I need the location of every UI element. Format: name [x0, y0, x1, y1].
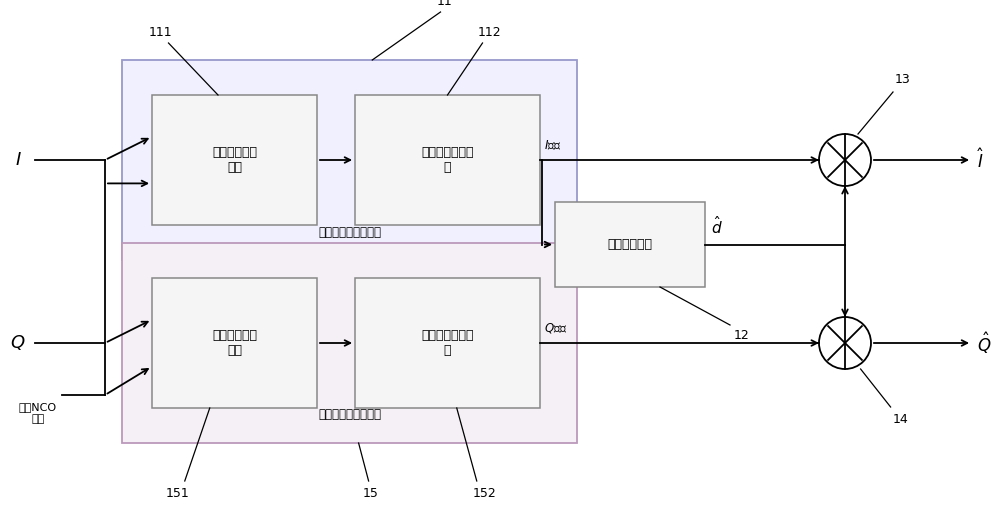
Text: 112: 112 [478, 26, 501, 39]
Text: 152: 152 [473, 487, 497, 500]
Bar [122, 60, 577, 260]
Bar [355, 278, 540, 408]
Text: $\hat{Q}$: $\hat{Q}$ [977, 330, 991, 356]
Text: 第一相位旋转
模块: 第一相位旋转 模块 [212, 146, 257, 174]
Text: $I$: $I$ [15, 151, 21, 169]
Text: $Q$: $Q$ [10, 334, 26, 352]
Text: 第二相位旋转
模块: 第二相位旋转 模块 [212, 329, 257, 357]
Text: 151: 151 [166, 487, 190, 500]
Text: $\hat{d}$: $\hat{d}$ [711, 215, 723, 236]
Text: 本地NCO
输出: 本地NCO 输出 [19, 402, 57, 424]
Text: 正交支路预处理模块: 正交支路预处理模块 [318, 408, 381, 421]
Bar [122, 243, 577, 443]
Bar [355, 95, 540, 225]
Text: 12: 12 [734, 329, 750, 342]
Text: 15: 15 [363, 487, 379, 500]
Bar [555, 202, 705, 287]
Text: $Q$跟踪: $Q$跟踪 [544, 321, 567, 335]
Text: 同向支路预处理模块: 同向支路预处理模块 [318, 226, 381, 238]
Text: 符号判决模块: 符号判决模块 [608, 238, 652, 251]
Text: 11: 11 [437, 0, 452, 8]
Text: 第一积分清零模
块: 第一积分清零模 块 [421, 146, 474, 174]
Text: 14: 14 [893, 413, 908, 426]
Text: 111: 111 [149, 26, 172, 39]
Bar [152, 278, 317, 408]
Text: 13: 13 [895, 73, 911, 86]
Text: $I$跟踪: $I$跟踪 [544, 139, 561, 152]
Bar [152, 95, 317, 225]
Text: 第二积分清零模
块: 第二积分清零模 块 [421, 329, 474, 357]
Text: $\hat{I}$: $\hat{I}$ [977, 148, 984, 172]
